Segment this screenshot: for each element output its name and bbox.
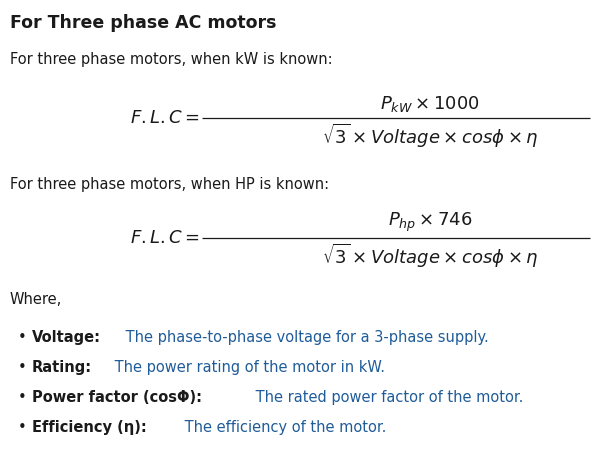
Text: For three phase motors, when kW is known:: For three phase motors, when kW is known… — [10, 52, 332, 67]
Text: •: • — [18, 360, 27, 375]
Text: Where,: Where, — [10, 292, 62, 307]
Text: $P_{kW} \times 1000$: $P_{kW} \times 1000$ — [380, 94, 480, 114]
Text: $\mathit{F.L.C} =$: $\mathit{F.L.C} =$ — [130, 109, 200, 127]
Text: Efficiency (η):: Efficiency (η): — [32, 420, 147, 435]
Text: Voltage:: Voltage: — [32, 330, 101, 345]
Text: The efficiency of the motor.: The efficiency of the motor. — [180, 420, 386, 435]
Text: •: • — [18, 420, 27, 435]
Text: •: • — [18, 390, 27, 405]
Text: Rating:: Rating: — [32, 360, 92, 375]
Text: The phase-to-phase voltage for a 3-phase supply.: The phase-to-phase voltage for a 3-phase… — [121, 330, 489, 345]
Text: The rated power factor of the motor.: The rated power factor of the motor. — [251, 390, 524, 405]
Text: $\sqrt{3} \times \mathit{Voltage} \times \mathit{cos}\phi \times \eta$: $\sqrt{3} \times \mathit{Voltage} \times… — [322, 122, 538, 150]
Text: $P_{hp} \times 746$: $P_{hp} \times 746$ — [388, 211, 472, 234]
Text: For three phase motors, when HP is known:: For three phase motors, when HP is known… — [10, 177, 329, 192]
Text: For Three phase AC motors: For Three phase AC motors — [10, 14, 277, 32]
Text: •: • — [18, 330, 27, 345]
Text: $\sqrt{3} \times \mathit{Voltage} \times \mathit{cos}\phi \times \eta$: $\sqrt{3} \times \mathit{Voltage} \times… — [322, 242, 538, 270]
Text: $\mathit{F.L.C} =$: $\mathit{F.L.C} =$ — [130, 229, 200, 247]
Text: The power rating of the motor in kW.: The power rating of the motor in kW. — [109, 360, 384, 375]
Text: Power factor (cosΦ):: Power factor (cosΦ): — [32, 390, 202, 405]
